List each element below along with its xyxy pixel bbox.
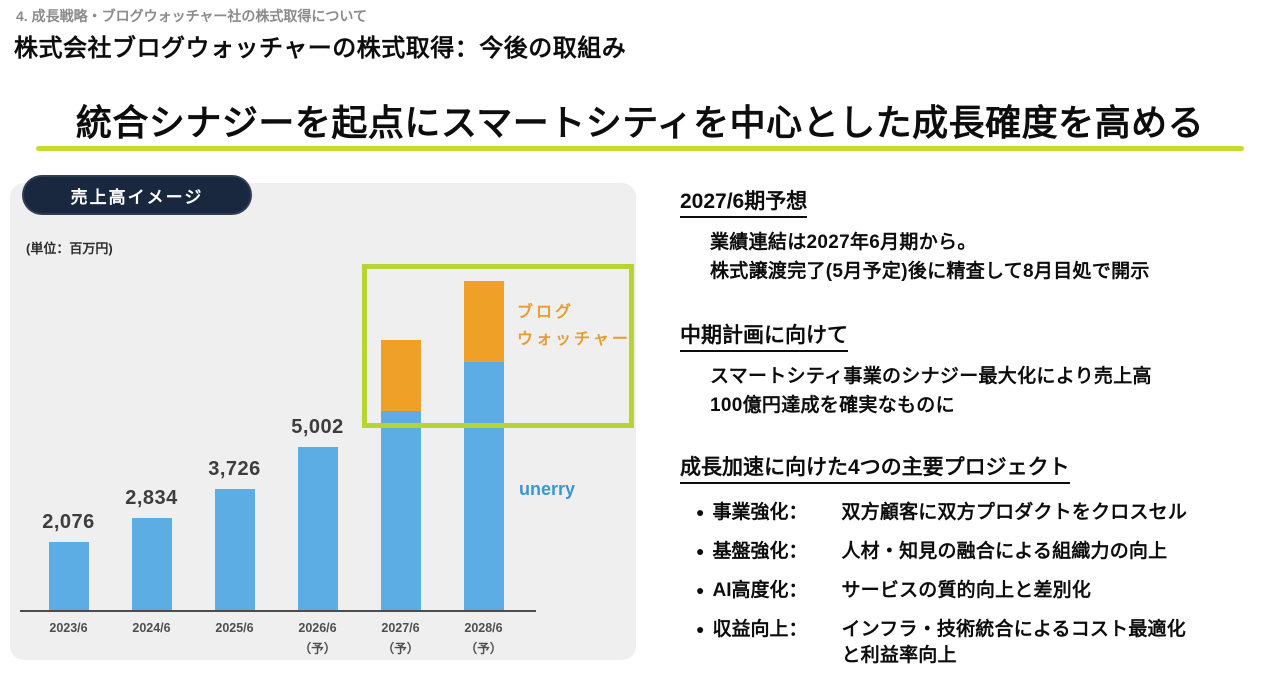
chart-unit-label: (単位：百万円) — [26, 241, 113, 256]
bullet-icon: ● — [696, 543, 705, 559]
section-midterm-plan: 中期計画に向けて スマートシティ事業のシナジー最大化により売上高 100億円達成… — [680, 324, 1276, 420]
revenue-chart-panel: (単位：百万円) ブログ ウォッチャー unerry 2,076 2023/6 2,… — [10, 183, 636, 660]
bullet-label: AI高度化： — [712, 580, 808, 601]
section-2027-forecast: 2027/6期予想 業績連結は2027年6月期から。 株式譲渡完了(5月予定)後… — [680, 190, 1276, 286]
series-label-blogwatcher: ブログ ウォッチャー — [517, 304, 631, 348]
bullet-label: 事業強化： — [712, 502, 808, 523]
bullet-icon: ● — [696, 621, 705, 637]
bar-unerry-2025/6 — [214, 488, 255, 610]
x-tick-2025/6: 2025/6 — [215, 621, 254, 635]
x-tick-2026/6: 2026/6 （予） — [298, 621, 337, 656]
section-key-projects: 成長加速に向けた4つの主要プロジェクト ● 事業強化： 双方顧客に双方プロダクトをク… — [680, 456, 1276, 669]
bullet-text: サービスの質的向上と差別化 — [841, 580, 1092, 601]
bar-value-label: 5,002 — [291, 416, 344, 439]
section-body-2027-forecast: 業績連結は2027年6月期から。 株式譲渡完了(5月予定)後に精査して8月目処で… — [710, 232, 1150, 282]
right-column: 2027/6期予想 業績連結は2027年6月期から。 株式譲渡完了(5月予定)後… — [680, 190, 1276, 676]
bullet-icon: ● — [696, 504, 705, 520]
x-tick-2023/6: 2023/6 — [49, 621, 88, 635]
headline: 統合シナジーを起点にスマートシティを中心とした成長確度を高める — [75, 102, 1205, 143]
bar-unerry-2023/6 — [48, 542, 89, 610]
bullet-icon: ● — [696, 582, 705, 598]
x-tick-2027/6: 2027/6 （予） — [381, 621, 420, 656]
bar-value-label: 2,076 — [42, 511, 95, 534]
bar-value-label: 3,726 — [208, 457, 261, 480]
bullet-text: 双方顧客に双方プロダクトをクロスセル — [841, 502, 1188, 523]
x-tick-2028/6: 2028/6 （予） — [464, 621, 503, 656]
bullet-label: 収益向上： — [712, 619, 808, 640]
chart-title-badge: 売上高イメージ — [22, 175, 252, 215]
project-bullet-2: ● AI高度化： サービスの質的向上と差別化 — [696, 578, 1276, 604]
bar-blogwatcher-2027/6 — [380, 339, 421, 412]
bar-unerry-2024/6 — [131, 517, 172, 610]
bar-unerry-2026/6 — [297, 447, 338, 610]
bar-value-label: 2,834 — [125, 486, 178, 509]
x-tick-2024/6: 2024/6 — [132, 621, 171, 635]
bar-blogwatcher-2028/6 — [463, 281, 504, 363]
page-title: 株式会社ブログウォッチャーの株式取得：今後の取組み — [14, 35, 627, 62]
section-heading-key-projects: 成長加速に向けた4つの主要プロジェクト — [680, 456, 1070, 484]
x-axis-line — [20, 610, 536, 612]
project-bullet-1: ● 基盤強化： 人材・知見の融合による組織力の向上 — [696, 539, 1276, 565]
series-label-unerry: unerry — [519, 479, 576, 499]
revenue-bar-chart: ブログ ウォッチャー unerry 2,076 2023/6 2,834 2024/6… — [10, 183, 636, 660]
breadcrumb: 4. 成長戦略・ブログウォッチャー社の株式取得について — [16, 8, 368, 24]
bullet-text: 人材・知見の融合による組織力の向上 — [841, 541, 1168, 562]
bullet-label: 基盤強化： — [712, 541, 808, 562]
section-body-midterm-plan: スマートシティ事業のシナジー最大化により売上高 100億円達成を確実なものに — [710, 366, 1152, 416]
section-heading-2027-forecast: 2027/6期予想 — [680, 190, 808, 218]
project-bullet-3: ● 収益向上： インフラ・技術統合によるコスト最適化 と利益率向上 — [696, 617, 1276, 669]
bullet-text: インフラ・技術統合によるコスト最適化 と利益率向上 — [841, 619, 1186, 666]
headline-underline-accent — [36, 146, 1244, 151]
bar-unerry-2028/6 — [463, 362, 504, 610]
bar-unerry-2027/6 — [380, 411, 421, 610]
project-bullet-0: ● 事業強化： 双方顧客に双方プロダクトをクロスセル — [696, 500, 1276, 526]
highlight-box — [362, 264, 634, 428]
section-heading-midterm-plan: 中期計画に向けて — [680, 324, 848, 352]
key-projects-list: ● 事業強化： 双方顧客に双方プロダクトをクロスセル ● 基盤強化： 人材・知見の融合によ… — [696, 500, 1276, 669]
